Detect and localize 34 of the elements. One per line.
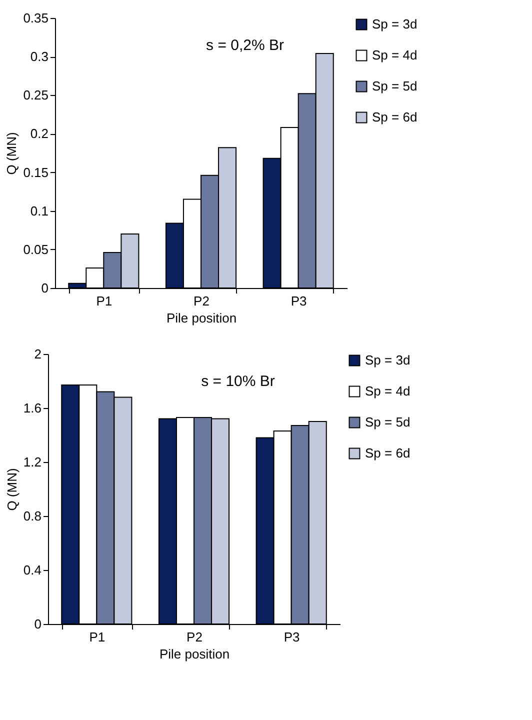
legend-label: Sp = 3d (372, 16, 418, 32)
y-tick-label: 0.35 (23, 10, 48, 26)
x-tick-label: P2 (194, 294, 210, 308)
y-tick-label: 0.25 (23, 88, 48, 103)
legend-label: Sp = 6d (365, 446, 410, 460)
x-axis-title: Pile position (166, 310, 237, 326)
legend-label: Sp = 4d (372, 48, 418, 62)
x-tick-label: P3 (284, 630, 300, 644)
x-tick-label: P3 (290, 294, 307, 308)
annotation: s = 0,2% Br (206, 37, 284, 54)
legend-label: Sp = 3d (365, 352, 410, 368)
annotation: s = 10% Br (201, 373, 275, 390)
y-tick-label: 0.4 (23, 562, 42, 578)
y-tick-label: 0.2 (30, 126, 48, 142)
y-tick-label: 0 (34, 616, 42, 632)
x-axis-title: Pile position (159, 646, 230, 662)
y-tick-label: 0.3 (30, 49, 48, 64)
y-tick-label: 0.1 (30, 203, 48, 218)
y-tick-label: 0 (41, 280, 48, 296)
x-tick-label: P2 (186, 630, 202, 644)
legend-label: Sp = 4d (365, 384, 410, 398)
y-tick-label: 0.15 (23, 164, 48, 180)
y-axis-title: Q (MN) (4, 132, 20, 175)
y-tick-label: 0.05 (23, 242, 48, 257)
y-tick-label: 0.8 (23, 508, 42, 524)
y-axis-title: Q (MN) (4, 468, 20, 511)
y-tick-label: 2 (34, 346, 42, 362)
legend-label: Sp = 5d (365, 414, 410, 430)
y-tick-label: 1.6 (23, 400, 42, 416)
x-tick-label: P1 (89, 630, 106, 644)
legend-label: Sp = 6d (372, 110, 418, 124)
y-tick-label: 1.2 (23, 454, 42, 470)
x-tick-label: P1 (96, 294, 112, 308)
legend-label: Sp = 5d (372, 78, 418, 94)
